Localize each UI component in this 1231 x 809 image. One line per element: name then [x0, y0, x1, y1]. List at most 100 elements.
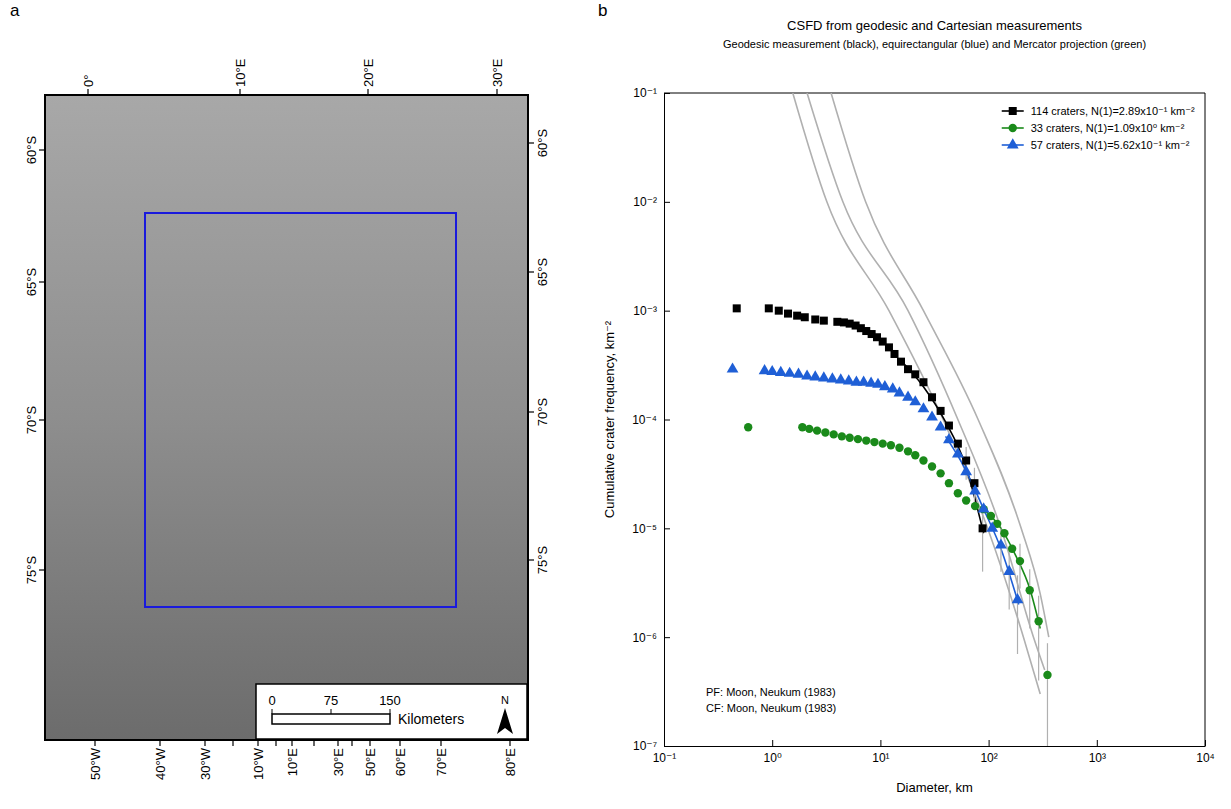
error-bar: [1038, 596, 1039, 681]
point: [954, 489, 962, 497]
marker: [1003, 565, 1015, 575]
y-tick-mark: [664, 93, 670, 94]
marker: [978, 502, 990, 512]
marker: [813, 426, 821, 434]
tick: [313, 740, 314, 746]
point: [945, 422, 953, 430]
legend-symbol: [1009, 124, 1017, 132]
point: [986, 522, 998, 532]
fit-line: [899, 359, 983, 533]
tick: [159, 740, 160, 746]
point: [1043, 671, 1051, 679]
tick-label: 10°E: [285, 748, 300, 777]
marker: [952, 447, 964, 457]
point: [979, 524, 987, 532]
tick-label: 40°W: [153, 747, 168, 780]
tick: [39, 281, 45, 282]
marker: [928, 393, 936, 401]
error-bar: [1009, 551, 1010, 609]
marker: [995, 538, 1007, 548]
point: [878, 439, 886, 447]
y-axis-title: Cumulative crater frequency, km⁻²: [602, 320, 617, 518]
tick: [275, 740, 276, 746]
point: [987, 512, 995, 520]
error-bar: [1017, 575, 1018, 654]
y-tick-mark: [664, 637, 670, 638]
marker: [918, 402, 930, 412]
north-arrow: [497, 708, 513, 734]
point: [845, 434, 853, 442]
point: [775, 366, 787, 376]
marker: [911, 451, 919, 459]
y-tick-label: 10⁻³: [633, 304, 657, 318]
tick-label: 60°S: [535, 129, 550, 158]
y-tick-label: 10⁻⁷: [633, 739, 657, 753]
y-tick: 10⁻⁵: [632, 522, 670, 536]
marker: [891, 350, 899, 358]
marker: [829, 430, 837, 438]
marker: [937, 407, 945, 415]
point: [960, 465, 972, 475]
point: [895, 444, 903, 452]
marker: [784, 367, 796, 377]
x-tick: 10³: [1089, 740, 1106, 765]
tick-label: 10°E: [233, 58, 248, 87]
marker: [805, 425, 813, 433]
fit-line: [984, 509, 1041, 628]
scale-bar-box: [256, 684, 527, 739]
point: [952, 447, 964, 457]
legend-entry: 114 craters, N(1)=2.89x10⁻¹ km⁻²: [1002, 105, 1195, 117]
bottom-ticks: 50°W40°W30°W10°W10°E30°E50°E60°E70°E80°E: [88, 740, 518, 780]
point: [811, 315, 819, 323]
point: [879, 380, 891, 390]
plot-area: [727, 93, 1052, 746]
annotation: PF: Moon, Neukum (1983): [706, 686, 836, 698]
x-axis: 10⁻¹10⁰10¹10²10³10⁴: [653, 740, 1215, 765]
model-curve: [807, 93, 1045, 670]
marker: [954, 489, 962, 497]
marker: [887, 441, 895, 449]
marker: [969, 484, 981, 494]
tick-label: 60°E: [393, 748, 408, 777]
panel-label: a: [10, 1, 20, 20]
point: [937, 407, 945, 415]
marker: [971, 502, 979, 510]
scale-bar-bar: [272, 714, 390, 724]
y-tick-mark: [664, 420, 670, 421]
title: CSFD from geodesic and Cartesian measure…: [787, 18, 1082, 33]
y-tick-mark: [664, 311, 670, 312]
point: [978, 502, 990, 512]
marker: [943, 433, 955, 443]
point: [733, 304, 741, 312]
point: [928, 393, 936, 401]
marker: [878, 439, 886, 447]
tick-label: 70°S: [24, 406, 39, 435]
marker: [936, 469, 944, 477]
x-tick-label: 10²: [980, 751, 997, 765]
x-tick: 10⁰: [764, 740, 782, 765]
plot-frame: [1205, 93, 1206, 746]
point: [904, 365, 912, 373]
legend-entry: 57 craters, N(1)=5.62x10⁻¹ km⁻²: [1002, 138, 1190, 151]
marker: [926, 410, 938, 420]
marker: [911, 370, 919, 378]
x-tick-mark: [772, 740, 773, 746]
legend-symbol: [1009, 107, 1017, 115]
point: [793, 368, 805, 378]
model-curve: [793, 93, 1040, 694]
x-tick-label: 10¹: [872, 751, 889, 765]
x-tick-label: 10⁴: [1196, 751, 1215, 765]
marker: [727, 362, 739, 372]
point: [928, 462, 936, 470]
legend-marker: [1009, 107, 1017, 115]
point: [821, 428, 829, 436]
point: [969, 484, 981, 494]
y-tick: 10⁻⁶: [632, 631, 670, 645]
point: [887, 441, 895, 449]
point: [829, 430, 837, 438]
point: [909, 395, 921, 405]
scale-label: Kilometers: [398, 711, 464, 727]
marker: [845, 434, 853, 442]
tick-label: 65°S: [24, 268, 39, 297]
y-tick: 10⁻³: [633, 304, 670, 318]
